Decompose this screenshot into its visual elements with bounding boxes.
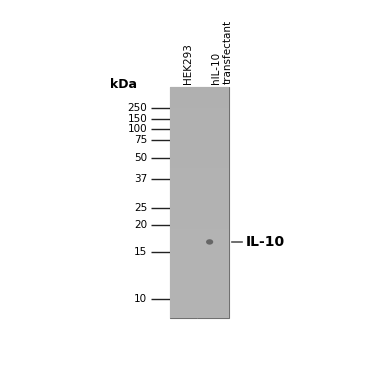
Ellipse shape — [202, 236, 217, 248]
Text: 75: 75 — [134, 135, 147, 145]
Text: kDa: kDa — [110, 78, 137, 92]
Text: 25: 25 — [134, 203, 147, 213]
Text: 37: 37 — [134, 174, 147, 184]
Text: 50: 50 — [134, 153, 147, 163]
Text: 20: 20 — [134, 220, 147, 230]
Text: 15: 15 — [134, 247, 147, 257]
Text: 250: 250 — [128, 103, 147, 113]
Text: IL-10: IL-10 — [246, 235, 285, 249]
Text: 100: 100 — [128, 124, 147, 134]
Ellipse shape — [206, 239, 213, 244]
Text: 10: 10 — [134, 294, 147, 303]
Text: 150: 150 — [128, 114, 147, 125]
Ellipse shape — [199, 234, 220, 250]
Bar — [170, 87, 228, 318]
Text: hIL-10
transfectant: hIL-10 transfectant — [211, 20, 232, 84]
Text: HEK293: HEK293 — [183, 43, 193, 84]
